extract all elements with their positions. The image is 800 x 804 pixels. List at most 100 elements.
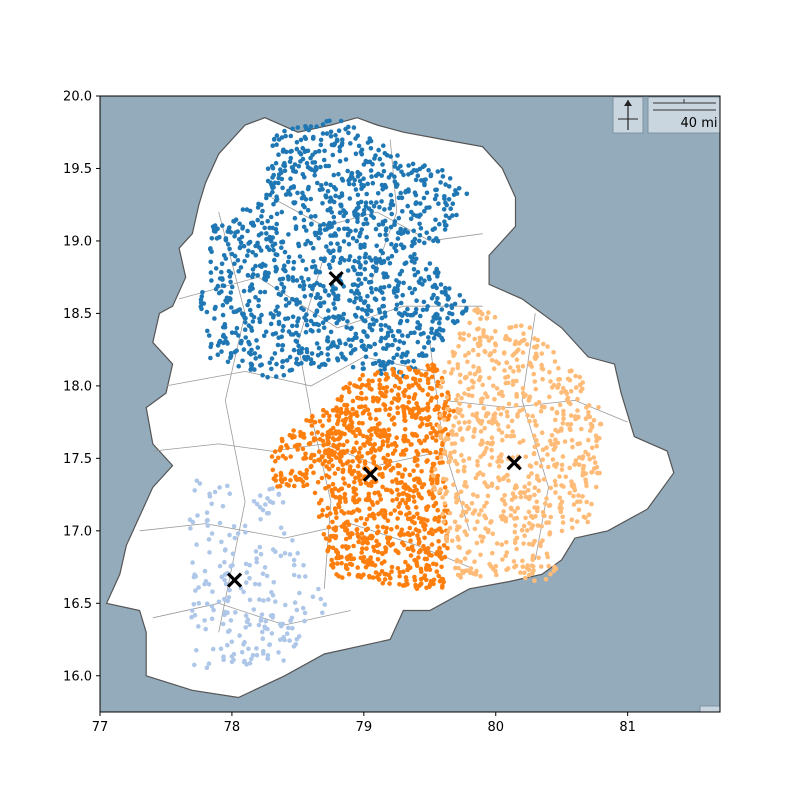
cluster-1-point [343, 563, 349, 568]
cluster-1-point [377, 447, 383, 453]
cluster-2-point [512, 341, 518, 347]
cluster-1-point [405, 567, 410, 572]
cluster-0-point [308, 155, 313, 161]
cluster-3-point [282, 551, 288, 556]
cluster-2-point [470, 511, 476, 516]
cluster-2-point [490, 421, 495, 426]
cluster-1-point [343, 410, 348, 415]
cluster-0-point [357, 178, 363, 184]
cluster-0-point [422, 182, 427, 188]
cluster-0-point [431, 335, 437, 341]
cluster-1-point [357, 377, 363, 382]
cluster-0-point [258, 289, 263, 295]
cluster-2-point [593, 433, 599, 439]
cluster-0-point [382, 151, 388, 156]
cluster-2-point [498, 514, 504, 519]
cluster-2-point [521, 523, 527, 529]
cluster-2-point [452, 519, 458, 525]
cluster-2-point [457, 372, 463, 378]
cluster-2-point [554, 410, 560, 416]
cluster-2-point [457, 401, 462, 407]
cluster-1-point [427, 582, 433, 588]
cluster-1-point [312, 459, 317, 464]
cluster-0-point [290, 126, 295, 132]
cluster-2-point [552, 478, 558, 484]
cluster-0-point [435, 296, 440, 301]
cluster-2-point [441, 519, 446, 525]
cluster-0-point [399, 195, 405, 201]
cluster-1-point [395, 480, 400, 486]
cluster-0-point [283, 133, 288, 139]
cluster-3-point [252, 581, 258, 587]
cluster-1-point [369, 499, 375, 505]
cluster-2-point [553, 417, 558, 423]
cluster-0-point [208, 259, 213, 265]
cluster-1-point [369, 427, 375, 432]
cluster-0-point [352, 258, 358, 264]
cluster-0-point [422, 278, 427, 284]
cluster-0-point [259, 362, 265, 368]
cluster-2-point [590, 469, 595, 475]
cluster-1-point [411, 396, 417, 401]
cluster-1-point [394, 524, 400, 530]
cluster-1-point [288, 471, 294, 476]
cluster-0-point [418, 313, 423, 319]
cluster-0-point [379, 199, 384, 204]
cluster-1-point [330, 463, 335, 469]
cluster-3-point [251, 607, 257, 612]
cluster-1-point [394, 374, 400, 379]
cluster-0-point [301, 283, 307, 288]
cluster-2-point [594, 443, 599, 449]
cluster-3-point [287, 638, 292, 643]
cluster-2-point [519, 323, 524, 329]
cluster-1-point [367, 574, 372, 580]
cluster-2-point [458, 335, 463, 341]
cluster-2-point [536, 478, 542, 483]
cluster-0-point [238, 265, 244, 270]
cluster-0-point [398, 231, 404, 236]
cluster-0-point [374, 243, 380, 249]
cluster-3-point [206, 661, 212, 666]
cluster-0-point [246, 248, 251, 254]
cluster-0-point [381, 303, 387, 309]
cluster-0-point [413, 177, 419, 183]
cluster-1-point [360, 421, 365, 426]
cluster-0-point [288, 185, 294, 191]
cluster-2-point [462, 391, 467, 396]
cluster-0-point [383, 232, 388, 237]
cluster-2-point [432, 467, 438, 472]
cluster-3-point [283, 602, 288, 608]
scatter-points-layer [187, 118, 604, 670]
cluster-1-point [400, 497, 405, 503]
cluster-1-point [434, 431, 440, 436]
cluster-0-point [291, 266, 296, 271]
cluster-0-point [233, 309, 239, 314]
cluster-0-point [241, 347, 247, 352]
cluster-0-point [243, 335, 248, 340]
cluster-0-point [270, 225, 275, 231]
cluster-0-point [282, 267, 287, 273]
cluster-2-point [483, 391, 488, 396]
cluster-1-point [397, 582, 402, 587]
cluster-2-point [494, 572, 499, 578]
cluster-0-point [308, 293, 314, 298]
cluster-0-point [251, 223, 257, 228]
cluster-2-point [464, 518, 470, 523]
cluster-0-point [395, 153, 400, 158]
cluster-1-point [357, 473, 363, 478]
district-border-5 [152, 602, 351, 626]
cluster-0-point [232, 234, 237, 239]
cluster-0-point [362, 266, 368, 272]
cluster-1-point [326, 474, 332, 480]
cluster-3-point [260, 629, 265, 635]
cluster-1-point [362, 404, 368, 409]
cluster-2-point [478, 316, 483, 322]
cluster-1-point [381, 508, 387, 513]
cluster-2-point [466, 419, 472, 425]
cluster-2-point [576, 493, 581, 498]
cluster-0-point [396, 215, 402, 221]
cluster-0-point [349, 288, 354, 294]
cluster-0-point [385, 361, 391, 366]
cluster-1-point [357, 404, 362, 410]
cluster-0-point [410, 161, 416, 167]
